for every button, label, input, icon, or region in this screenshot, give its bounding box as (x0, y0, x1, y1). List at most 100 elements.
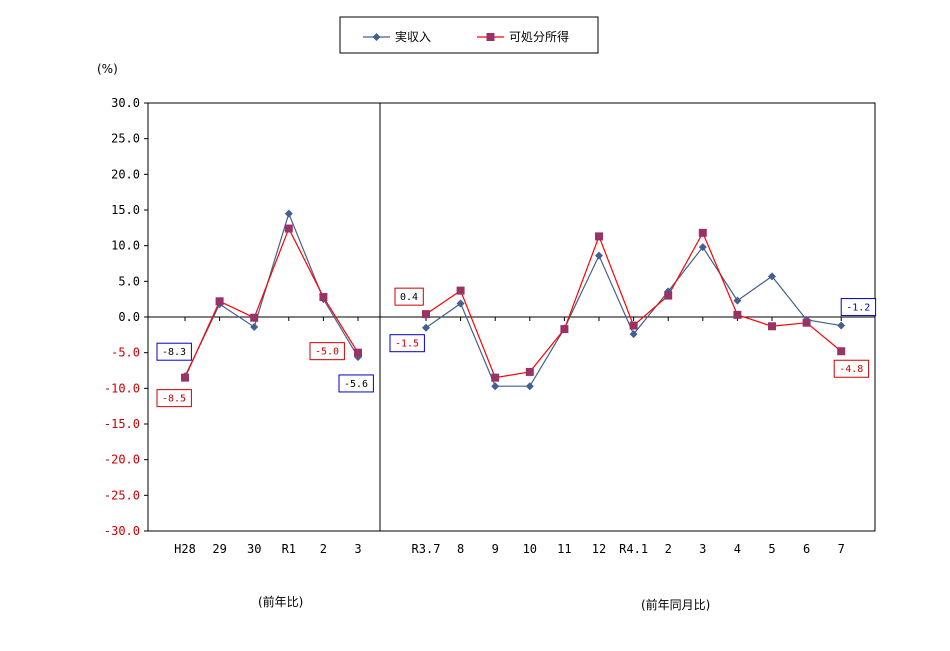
section-label-monthly: (前年同月比) (641, 597, 710, 612)
point-disposable (525, 367, 534, 376)
x-tick-label: 3 (354, 542, 361, 556)
legend-box (339, 16, 599, 54)
x-tick-label: 6 (803, 542, 810, 556)
y-axis-unit: (%) (97, 62, 118, 76)
x-tick-label: R4.1 (619, 542, 648, 556)
point-disposable (491, 373, 500, 382)
point-disposable (250, 313, 259, 322)
point-income (491, 382, 500, 391)
y-tick-label: 30.0 (111, 96, 140, 110)
data-label-text: -5.0 (315, 347, 339, 358)
x-axis: H28 29 30 R1 2 3 R3.7 8 9 10 11 12 R4.1 2 3 4 5 6 7 (174, 317, 845, 556)
x-tick-label: 2 (665, 542, 672, 556)
y-tick-label: 5.0 (118, 274, 140, 288)
point-disposable (768, 322, 776, 331)
point-disposable (595, 232, 603, 241)
series-line-0-annual (184, 211, 359, 377)
data-label-text: -1.2 (846, 303, 870, 314)
y-tick-label: -25.0 (104, 488, 140, 502)
data-label-box (156, 342, 192, 361)
point-income (629, 330, 638, 339)
y-tick-label: 25.0 (111, 132, 140, 146)
point-disposable (456, 286, 465, 295)
point-income (422, 323, 430, 332)
data-label-text: -8.5 (162, 394, 186, 405)
y-tick-label: -10.0 (104, 381, 140, 395)
point-income (525, 382, 534, 391)
data-label-text: -1.5 (395, 339, 419, 350)
y-tick-label: -30.0 (104, 524, 140, 538)
point-income (284, 209, 293, 218)
point-income (456, 299, 465, 308)
data-label: -5.6 (338, 374, 374, 393)
data-label-text: 0.4 (400, 292, 418, 303)
data-label-text: -5.6 (344, 379, 368, 390)
point-disposable (284, 224, 293, 233)
data-label-box (338, 374, 374, 393)
series-line-1-monthly (425, 231, 842, 379)
x-tick-label: 4 (734, 542, 741, 556)
point-disposable (802, 318, 811, 327)
data-label-text: -4.8 (839, 364, 863, 375)
x-tick-label: R1 (282, 542, 296, 556)
data-label-box (156, 389, 192, 408)
legend-marker-disposable (486, 33, 495, 41)
y-axis: 30.0 25.0 20.0 15.0 10.0 5.0 0.0 -5.0 -10.0 -15.0… (104, 96, 148, 538)
data-label: -4.8 (833, 359, 870, 378)
x-tick-label: 8 (457, 542, 464, 556)
point-income (595, 251, 603, 260)
data-label-box (394, 287, 424, 306)
data-label-box (840, 298, 877, 317)
point-disposable (215, 297, 224, 306)
x-tick-label: 2 (320, 542, 327, 556)
point-disposable (560, 325, 569, 334)
data-label: -5.0 (309, 342, 345, 361)
x-tick-label: 5 (768, 542, 775, 556)
x-tick-label: R3.7 (412, 542, 441, 556)
y-tick-label: 15.0 (111, 203, 140, 217)
point-disposable (181, 373, 189, 382)
data-label-text: -8.3 (162, 347, 186, 358)
x-tick-label: 10 (523, 542, 537, 556)
point-income (733, 296, 742, 305)
x-tick-label: 9 (492, 542, 499, 556)
legend-marker-income (372, 33, 381, 41)
data-label: -1.5 (389, 334, 425, 353)
point-income (698, 243, 707, 252)
y-tick-label: -5.0 (111, 346, 140, 360)
x-tick-label: 11 (557, 542, 571, 556)
point-income (768, 272, 776, 281)
x-tick-label: 7 (838, 542, 845, 556)
series-markers (181, 209, 846, 391)
point-disposable (354, 348, 362, 357)
section-label-annual: (前年比) (258, 594, 303, 609)
point-disposable (422, 310, 430, 319)
y-tick-label: -20.0 (104, 453, 140, 467)
data-label: -1.2 (840, 298, 877, 317)
x-tick-label: 12 (592, 542, 606, 556)
point-income (250, 322, 259, 331)
y-tick-label: 20.0 (111, 167, 140, 181)
legend-label-disposable: 可処分所得 (509, 29, 569, 44)
data-label-box (309, 342, 345, 361)
data-labels: -8.3 -8.5 -5.0 -5.6 0.4 -1.5 -1.2 -4.8 (156, 287, 877, 408)
point-disposable (698, 228, 707, 237)
point-income (837, 321, 846, 330)
data-label-box (833, 359, 870, 378)
y-tick-label: 0.0 (118, 310, 140, 324)
data-label: -8.5 (156, 389, 192, 408)
series-line-1-annual (184, 227, 359, 378)
x-tick-label: H28 (174, 542, 196, 556)
point-disposable (664, 291, 673, 300)
series-lines (184, 211, 842, 387)
y-tick-label: 10.0 (111, 239, 140, 253)
x-tick-label: 29 (212, 542, 226, 556)
point-disposable (837, 347, 846, 356)
x-tick-label: 30 (247, 542, 261, 556)
data-label: -8.3 (156, 342, 192, 361)
y-tick-label: -15.0 (104, 417, 140, 431)
legend-label-income: 実収入 (395, 29, 431, 44)
data-label: 0.4 (394, 287, 424, 306)
data-label-box (389, 334, 425, 353)
